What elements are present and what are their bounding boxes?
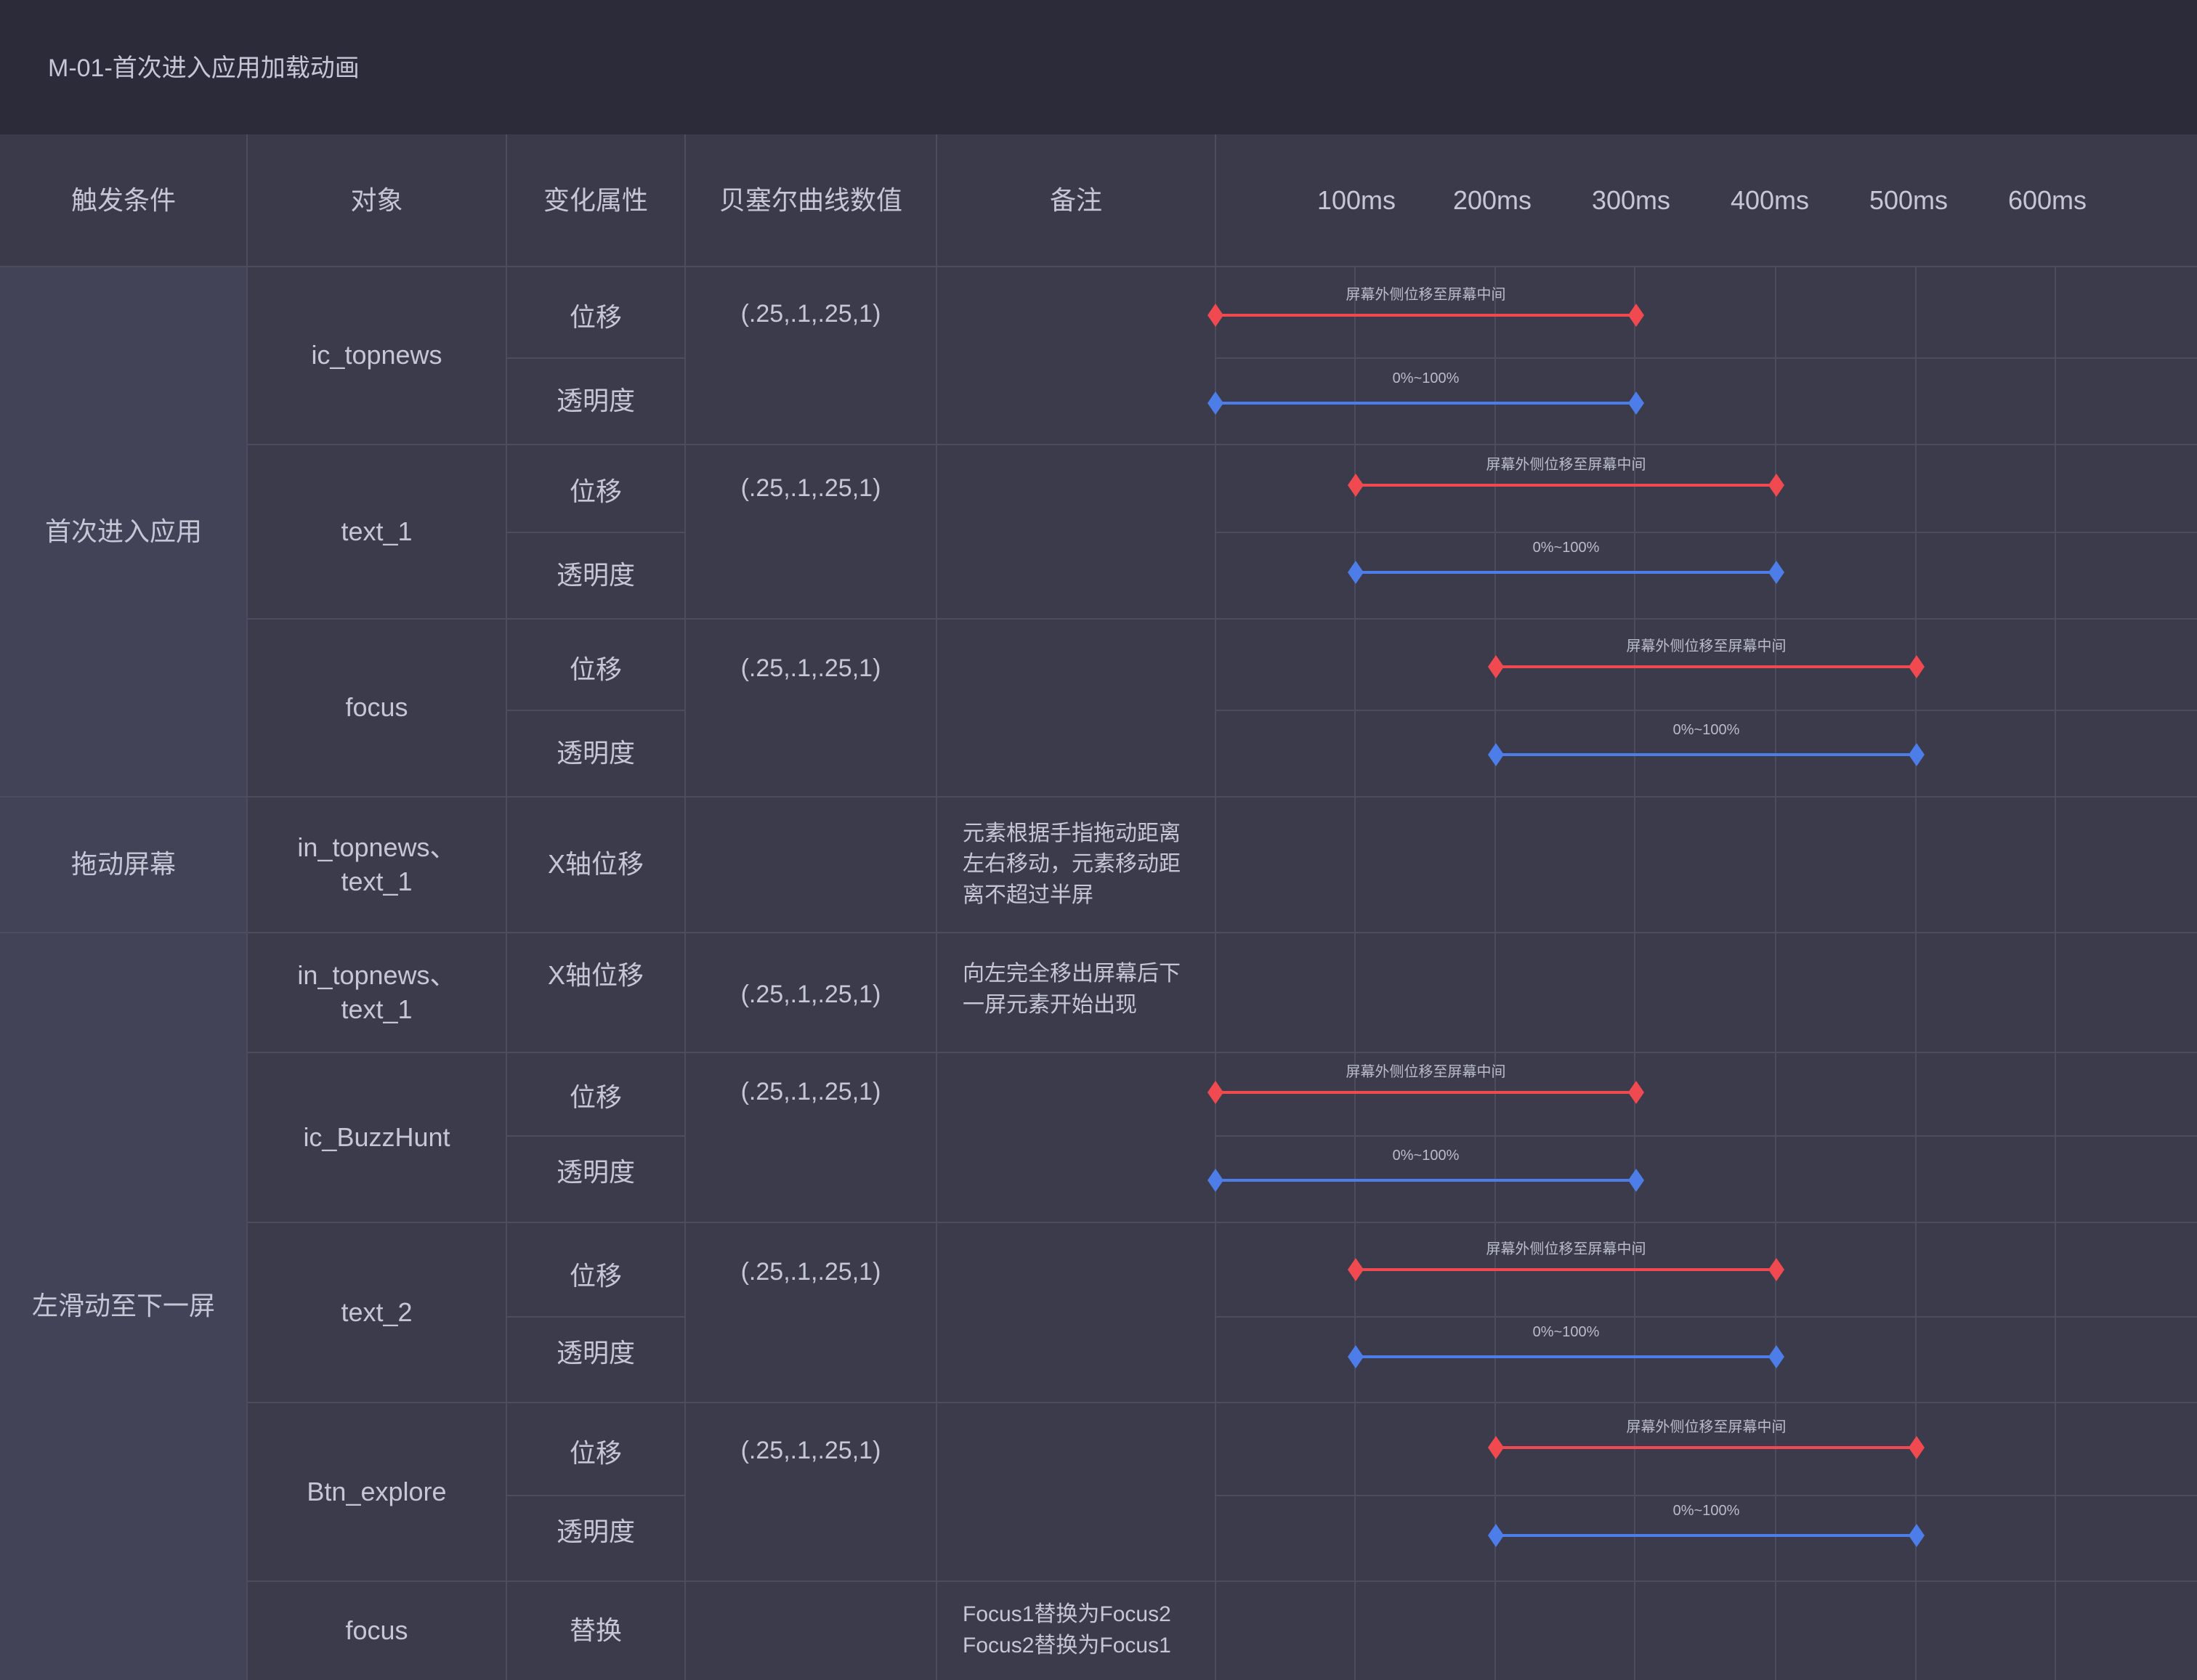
- object-ic-topnews: ic_topnews: [311, 340, 442, 370]
- trigger-first-launch: 首次进入应用: [0, 267, 247, 797]
- position-bar: [1207, 1081, 1644, 1104]
- bezier-value: (.25,.1,.25,1): [740, 654, 881, 682]
- property-cell: 透明度: [556, 1156, 635, 1187]
- opacity-bar: [1348, 561, 1784, 584]
- trigger-swipe-left: 左滑动至下一屏: [0, 933, 247, 1680]
- position-bar: [1348, 1258, 1784, 1281]
- keyframe-diamond: [1348, 1258, 1364, 1281]
- property-cell: 位移: [569, 654, 622, 684]
- property-cell: 透明度: [556, 385, 635, 415]
- property-cell: 位移: [569, 1082, 622, 1112]
- position-bar: [1488, 655, 1925, 678]
- tick-label: 300ms: [1591, 184, 1671, 215]
- keyframe-diamond: [1348, 1345, 1364, 1368]
- keyframe-diamond: [1488, 743, 1504, 766]
- bar-label: 屏幕外侧位移至屏幕中间: [1486, 457, 1646, 473]
- bar-label: 0%~100%: [1392, 370, 1460, 386]
- object-text-2: text_2: [341, 1296, 413, 1327]
- property-cell: 位移: [569, 476, 622, 506]
- property-cell: 替换: [569, 1615, 622, 1645]
- keyframe-diamond: [1768, 561, 1784, 584]
- keyframe-diamond: [1768, 474, 1784, 497]
- opacity-bar: [1348, 1345, 1784, 1368]
- object-focus: focus: [345, 1615, 408, 1645]
- bar-label: 0%~100%: [1672, 1503, 1740, 1519]
- bar-label: 0%~100%: [1672, 722, 1740, 738]
- bezier-value: (.25,.1,.25,1): [740, 980, 881, 1008]
- keyframe-diamond: [1628, 304, 1644, 327]
- trigger-drag-screen: 拖动屏幕: [0, 797, 247, 933]
- note-focus-replace: Focus1替换为Focus2 Focus2替换为Focus1: [963, 1602, 1171, 1657]
- note-drag: 元素根据手指拖动距离 左右移动，元素移动距 离不超过半屏: [963, 821, 1181, 907]
- keyframe-diamond: [1488, 1524, 1504, 1547]
- bar-label: 屏幕外侧位移至屏幕中间: [1626, 1419, 1787, 1435]
- object-btn-explore: Btn_explore: [307, 1476, 447, 1506]
- bezier-value: (.25,.1,.25,1): [740, 1077, 881, 1105]
- position-bar: [1488, 1436, 1925, 1459]
- keyframe-diamond: [1488, 1436, 1504, 1459]
- object-focus: focus: [345, 692, 408, 723]
- tick-label: 200ms: [1452, 184, 1532, 215]
- header-note: 备注: [1049, 184, 1102, 215]
- property-cell: 透明度: [556, 1516, 635, 1546]
- header-trigger: 触发条件: [70, 184, 176, 215]
- page-title: M-01-首次进入应用加载动画: [48, 54, 360, 82]
- object-ic-buzzhunt: ic_BuzzHunt: [303, 1121, 450, 1152]
- bezier-value: (.25,.1,.25,1): [740, 1436, 881, 1464]
- table-header: [0, 134, 2197, 267]
- keyframe-diamond: [1768, 1345, 1784, 1368]
- opacity-bar: [1207, 1169, 1644, 1192]
- property-cell: 位移: [569, 301, 622, 332]
- title-bar: M-01-首次进入应用加载动画: [0, 0, 2197, 134]
- keyframe-diamond: [1909, 1436, 1925, 1459]
- tick-label: 100ms: [1316, 184, 1396, 215]
- opacity-bar: [1207, 391, 1644, 415]
- header-object: 对象: [350, 184, 403, 215]
- property-cell: 位移: [569, 1260, 622, 1291]
- keyframe-diamond: [1628, 1169, 1644, 1192]
- keyframe-diamond: [1207, 391, 1223, 415]
- keyframe-diamond: [1348, 474, 1364, 497]
- bar-label: 0%~100%: [1532, 540, 1600, 556]
- property-cell: 透明度: [556, 737, 635, 768]
- keyframe-diamond: [1628, 391, 1644, 415]
- bar-label: 屏幕外侧位移至屏幕中间: [1626, 638, 1787, 654]
- header-property: 变化属性: [543, 184, 648, 215]
- tick-label: 400ms: [1730, 184, 1810, 215]
- bar-label: 0%~100%: [1392, 1148, 1460, 1164]
- property-cell: X轴位移: [547, 849, 644, 880]
- bar-label: 0%~100%: [1532, 1324, 1600, 1340]
- keyframe-diamond: [1348, 561, 1364, 584]
- property-cell: 位移: [569, 1437, 622, 1468]
- property-cell: X轴位移: [547, 959, 644, 990]
- keyframe-diamond: [1628, 1081, 1644, 1104]
- opacity-bar: [1488, 743, 1925, 766]
- keyframe-diamond: [1207, 1081, 1223, 1104]
- keyframe-diamond: [1207, 304, 1223, 327]
- bezier-value: (.25,.1,.25,1): [740, 1257, 881, 1286]
- object-text-1: text_1: [341, 516, 413, 546]
- keyframe-diamond: [1909, 743, 1925, 766]
- keyframe-diamond: [1488, 655, 1504, 678]
- property-cell: 透明度: [556, 1337, 635, 1368]
- tick-label: 600ms: [2007, 184, 2087, 215]
- bar-label: 屏幕外侧位移至屏幕中间: [1346, 287, 1506, 303]
- object-in-topnews-text-1: in_topnews、 text_1: [297, 832, 456, 896]
- tick-label: 500ms: [1869, 184, 1949, 215]
- bezier-value: (.25,.1,.25,1): [740, 299, 881, 328]
- position-bar: [1207, 304, 1644, 327]
- header-bezier: 贝塞尔曲线数值: [719, 184, 902, 215]
- bezier-value: (.25,.1,.25,1): [740, 474, 881, 502]
- keyframe-diamond: [1768, 1258, 1784, 1281]
- keyframe-diamond: [1909, 655, 1925, 678]
- property-cell: 透明度: [556, 559, 635, 590]
- bar-label: 屏幕外侧位移至屏幕中间: [1486, 1241, 1646, 1257]
- bar-label: 屏幕外侧位移至屏幕中间: [1346, 1064, 1506, 1080]
- position-bar: [1348, 474, 1784, 497]
- note-swipe: 向左完全移出屏幕后下 一屏元素开始出现: [963, 961, 1181, 1017]
- object-in-topnews-text-1: in_topnews、 text_1: [297, 959, 456, 1024]
- keyframe-diamond: [1207, 1169, 1223, 1192]
- opacity-bar: [1488, 1524, 1925, 1547]
- keyframe-diamond: [1909, 1524, 1925, 1547]
